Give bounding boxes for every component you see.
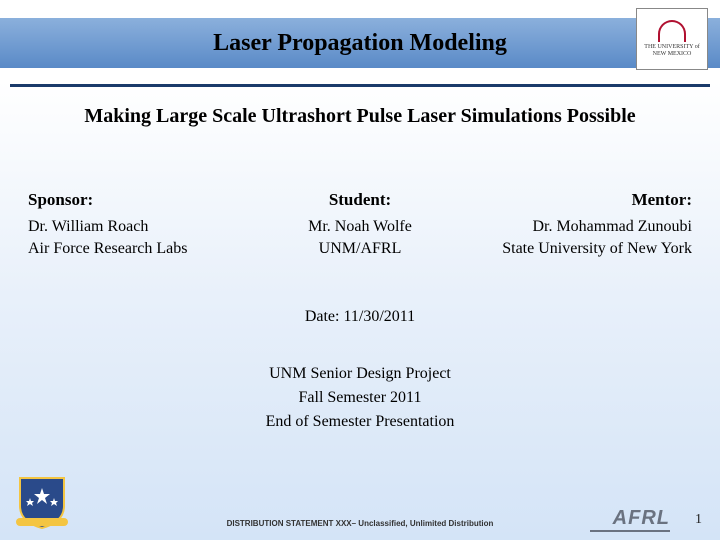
student-name: Mr. Noah Wolfe [250,218,470,236]
project-line1: UNM Senior Design Project [0,362,720,386]
project-line3: End of Semester Presentation [0,410,720,434]
student-column: Student: Mr. Noah Wolfe UNM/AFRL [250,190,470,262]
student-org: UNM/AFRL [250,240,470,258]
mentor-column: Mentor: Dr. Mohammad Zunoubi State Unive… [472,190,692,262]
page-title: Laser Propagation Modeling [213,30,507,57]
header-divider [10,84,710,87]
sponsor-name: Dr. William Roach [28,218,248,236]
unm-logo-text-bottom: NEW MEXICO [653,51,692,58]
project-line2: Fall Semester 2011 [0,386,720,410]
unm-arch-icon [658,20,686,42]
student-role: Student: [250,190,470,210]
mentor-role: Mentor: [472,190,692,210]
header-band: Laser Propagation Modeling [0,18,720,68]
unm-logo: THE UNIVERSITY of NEW MEXICO [636,8,708,70]
sponsor-org: Air Force Research Labs [28,240,248,258]
sponsor-role: Sponsor: [28,190,248,210]
afrl-text-logo: AFRL [613,507,670,530]
subtitle: Making Large Scale Ultrashort Pulse Lase… [0,104,720,129]
mentor-name: Dr. Mohammad Zunoubi [472,218,692,236]
mentor-org: State University of New York [472,240,692,258]
page-number: 1 [695,512,702,528]
project-block: UNM Senior Design Project Fall Semester … [0,362,720,434]
people-row: Sponsor: Dr. William Roach Air Force Res… [0,190,720,262]
sponsor-column: Sponsor: Dr. William Roach Air Force Res… [28,190,248,262]
afrl-underline [590,530,670,532]
date-line: Date: 11/30/2011 [0,308,720,326]
unm-logo-text-top: THE UNIVERSITY of [644,44,699,51]
